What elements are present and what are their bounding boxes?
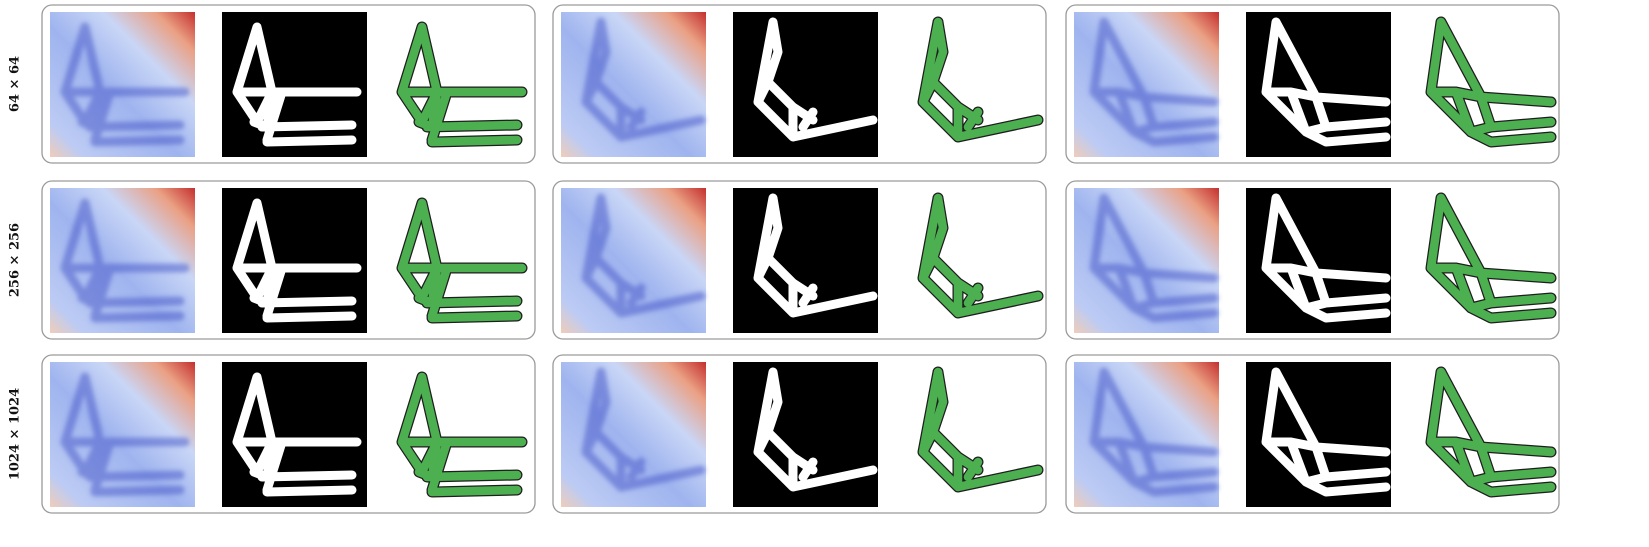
row: 256 × 256 bbox=[8, 180, 1560, 340]
row-label: 256 × 256 bbox=[8, 223, 23, 297]
row-label: 1024 × 1024 bbox=[8, 388, 23, 480]
row: 1024 × 1024 bbox=[8, 354, 1560, 514]
row: 64 × 64 bbox=[8, 4, 1560, 164]
row-label: 64 × 64 bbox=[8, 56, 23, 112]
